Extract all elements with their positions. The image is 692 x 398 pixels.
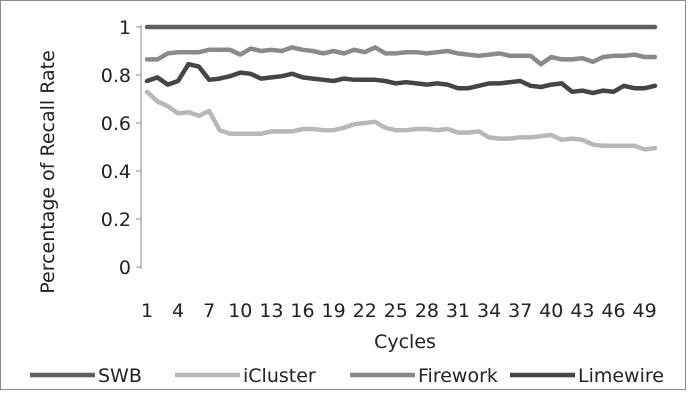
x-tick-label: 25: [384, 300, 408, 322]
tick-labels: 00.20.40.60.811 4 7 10 13 16 19 22 25 28 31 34 37 40 4…: [101, 17, 657, 322]
x-tick-label: 19: [322, 300, 346, 322]
y-tick-label: 0.6: [101, 113, 131, 135]
x-tick-label: 46: [601, 300, 625, 322]
x-tick-label: 31: [446, 300, 470, 322]
y-tick-label: 0.4: [101, 161, 131, 183]
y-axis-label: Percentage of Recall Rate: [37, 50, 59, 294]
x-tick-label: 40: [539, 300, 563, 322]
y-tick-label: 1: [119, 17, 131, 39]
series-lines: [144, 24, 658, 152]
axes: [136, 25, 142, 269]
x-tick-label: 49: [633, 300, 657, 322]
series-line-icluster: [144, 89, 658, 152]
x-tick-label: 4: [172, 300, 184, 322]
x-tick-label: 7: [203, 300, 215, 322]
y-tick-label: 0.2: [101, 209, 131, 231]
x-tick-label: 37: [508, 300, 532, 322]
legend-label-firework: Firework: [418, 365, 498, 387]
x-tick-label: 13: [259, 300, 283, 322]
legend-label-swb: SWB: [98, 365, 142, 387]
x-tick-label: 28: [415, 300, 439, 322]
x-tick-label: 16: [290, 300, 314, 322]
legend: SWB iCluster Firework Limewire: [30, 365, 664, 387]
y-tick-label: 0: [119, 257, 131, 279]
x-tick-label: 10: [228, 300, 252, 322]
x-tick-label: 1: [141, 300, 153, 322]
y-tick-label: 0.8: [101, 65, 131, 87]
x-axis-label: Cycles: [374, 331, 436, 353]
legend-label-icluster: iCluster: [243, 365, 316, 387]
series-line-limewire: [144, 61, 658, 96]
x-tick-label: 43: [570, 300, 594, 322]
x-tick-label: 34: [477, 300, 501, 322]
legend-label-limewire: Limewire: [578, 365, 664, 387]
x-tick-label: 22: [353, 300, 377, 322]
series-line-firework: [144, 45, 658, 67]
